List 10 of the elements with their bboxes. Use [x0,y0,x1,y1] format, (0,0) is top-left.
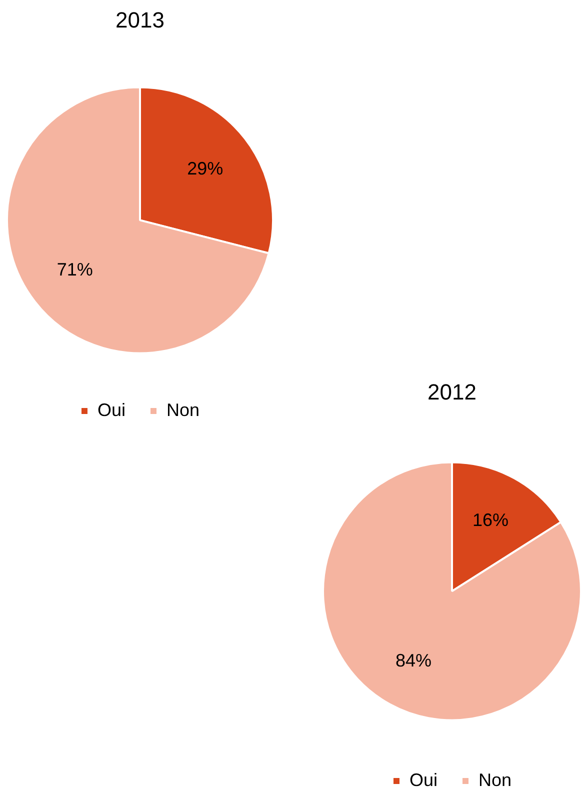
data-label: 84% [395,650,432,670]
legend-label: Oui [97,400,126,420]
legend-label: Non [166,400,200,420]
chart-title: 2013 [116,7,164,32]
legend-label: Non [478,770,512,790]
data-label: 71% [56,260,93,280]
data-label: 16% [472,510,509,530]
chart-title: 2012 [428,379,476,404]
data-label: 29% [187,158,224,179]
legend-label: Oui [409,770,438,790]
